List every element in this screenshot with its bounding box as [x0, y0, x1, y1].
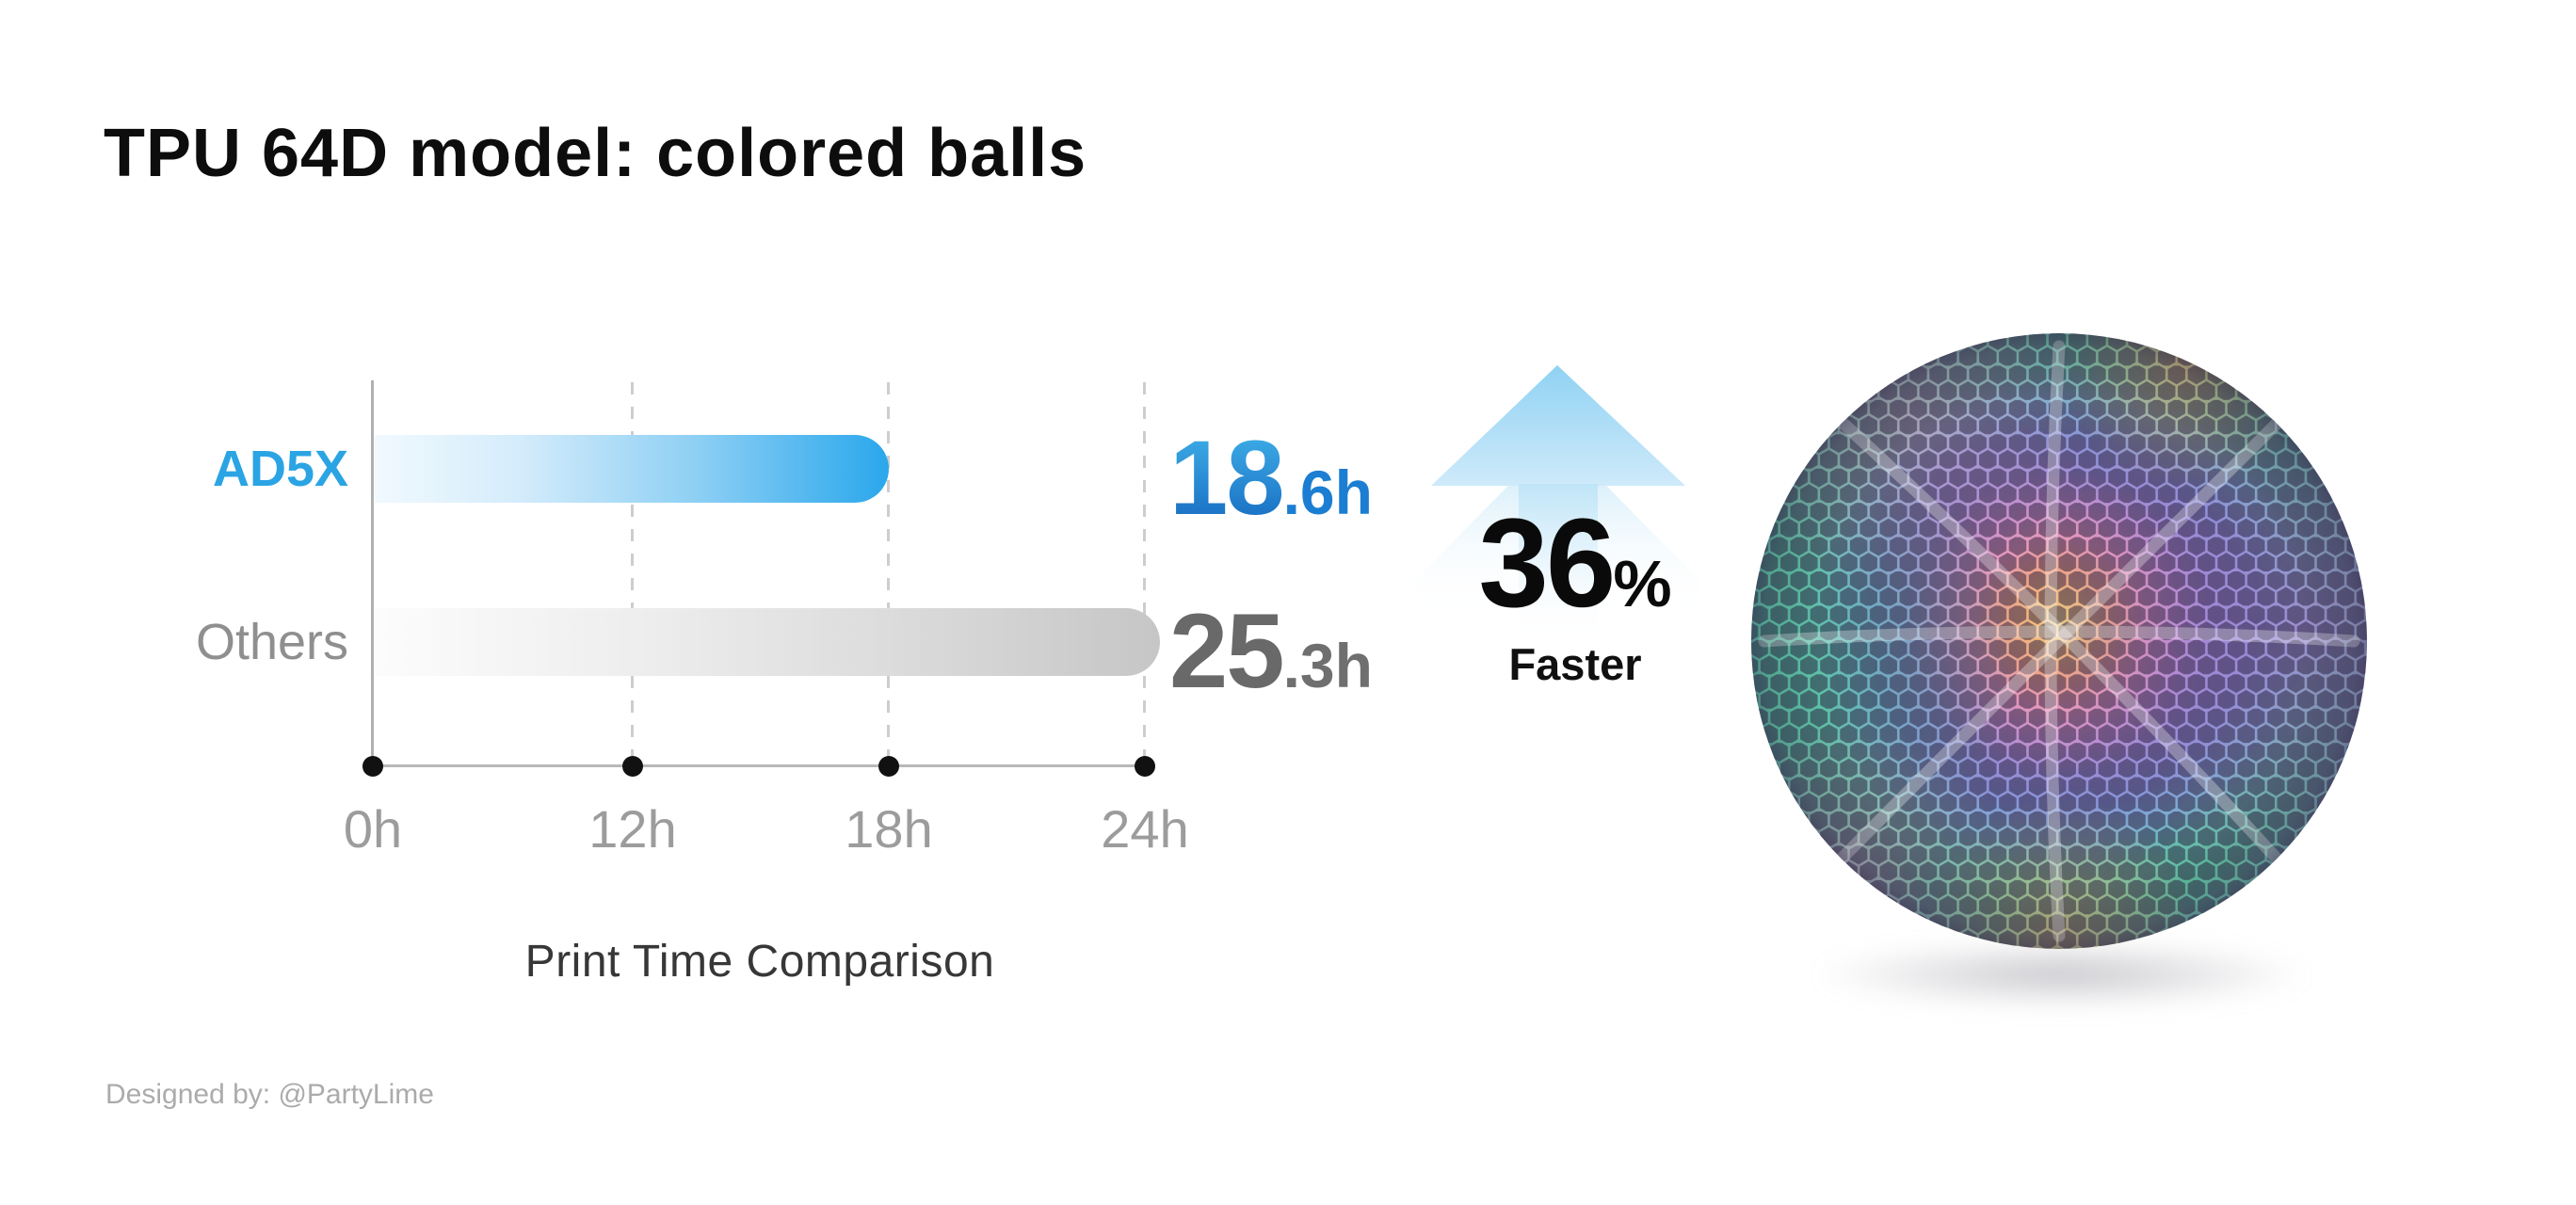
- value-ad5x-int: 18: [1169, 419, 1285, 537]
- speedup-label: Faster: [1508, 639, 1642, 689]
- value-others-int: 25: [1169, 592, 1285, 710]
- gridline-18h: [887, 382, 890, 766]
- bar-ad5x: [375, 435, 889, 503]
- gridline-24h: [1143, 382, 1146, 766]
- page-title: TPU 64D model: colored balls: [104, 116, 1087, 191]
- category-label-ad5x: AD5X: [212, 441, 348, 497]
- x-axis-line: [373, 764, 1147, 767]
- axis-dot-18h: [878, 756, 899, 777]
- speedup-percent-value: 36: [1478, 493, 1616, 634]
- category-label-others: Others: [195, 614, 348, 670]
- y-axis-line: [371, 380, 374, 768]
- value-others-frac: .3h: [1282, 631, 1373, 700]
- speedup-percent-sign: %: [1613, 547, 1672, 620]
- credit-text: Designed by: @PartyLime: [105, 1079, 434, 1110]
- gridline-12h: [631, 382, 634, 766]
- up-arrow-icon: [1375, 356, 1740, 648]
- x-tick-0h: 0h: [343, 799, 403, 859]
- value-others: 25.3h: [1169, 599, 1373, 704]
- chart-caption: Print Time Comparison: [524, 937, 995, 987]
- axis-dot-12h: [622, 756, 643, 777]
- axis-dot-0h: [362, 756, 383, 777]
- ball-shadow: [1817, 941, 2307, 1007]
- value-ad5x: 18.6h: [1169, 426, 1373, 531]
- x-tick-12h: 12h: [588, 799, 677, 859]
- x-tick-18h: 18h: [845, 799, 933, 859]
- speedup-percent: 36%: [1434, 501, 1716, 627]
- x-tick-24h: 24h: [1101, 799, 1189, 859]
- axis-dot-24h: [1135, 756, 1155, 777]
- value-ad5x-frac: .6h: [1282, 458, 1373, 527]
- colored-ball-image: [1749, 331, 2369, 951]
- bar-others: [375, 608, 1160, 676]
